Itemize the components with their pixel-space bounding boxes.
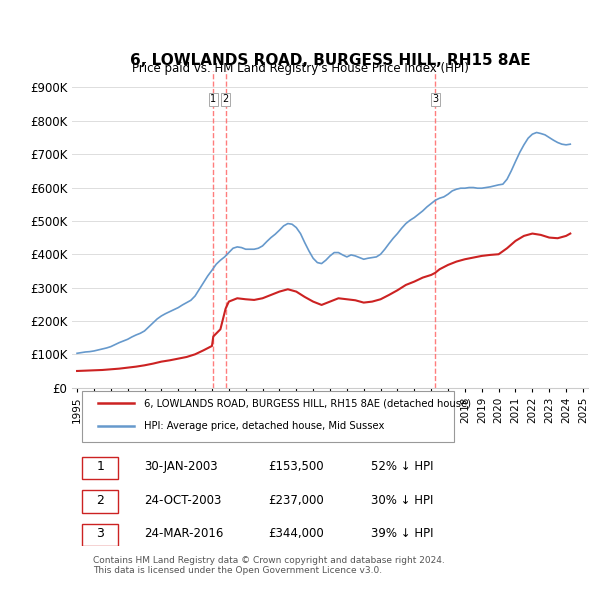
Text: 3: 3 <box>432 94 438 104</box>
Title: 6, LOWLANDS ROAD, BURGESS HILL, RH15 8AE: 6, LOWLANDS ROAD, BURGESS HILL, RH15 8AE <box>130 53 530 68</box>
Text: Contains HM Land Registry data © Crown copyright and database right 2024.
This d: Contains HM Land Registry data © Crown c… <box>92 556 445 575</box>
Text: 1: 1 <box>210 94 217 104</box>
Text: £153,500: £153,500 <box>268 460 324 474</box>
Text: 30-JAN-2003: 30-JAN-2003 <box>144 460 218 474</box>
Text: 24-MAR-2016: 24-MAR-2016 <box>144 527 224 540</box>
Text: 1: 1 <box>97 460 104 474</box>
Text: HPI: Average price, detached house, Mid Sussex: HPI: Average price, detached house, Mid … <box>144 421 385 431</box>
Text: Price paid vs. HM Land Registry's House Price Index (HPI): Price paid vs. HM Land Registry's House … <box>131 62 469 75</box>
Text: 3: 3 <box>97 527 104 540</box>
Text: 30% ↓ HPI: 30% ↓ HPI <box>371 494 434 507</box>
Text: £344,000: £344,000 <box>268 527 324 540</box>
Text: 2: 2 <box>223 94 229 104</box>
Text: 2: 2 <box>97 494 104 507</box>
FancyBboxPatch shape <box>82 457 118 479</box>
Text: 52% ↓ HPI: 52% ↓ HPI <box>371 460 434 474</box>
FancyBboxPatch shape <box>82 524 118 546</box>
FancyBboxPatch shape <box>82 490 118 513</box>
Text: £237,000: £237,000 <box>268 494 324 507</box>
FancyBboxPatch shape <box>82 391 454 442</box>
Text: 6, LOWLANDS ROAD, BURGESS HILL, RH15 8AE (detached house): 6, LOWLANDS ROAD, BURGESS HILL, RH15 8AE… <box>144 398 471 408</box>
Text: 24-OCT-2003: 24-OCT-2003 <box>144 494 221 507</box>
Text: 39% ↓ HPI: 39% ↓ HPI <box>371 527 434 540</box>
